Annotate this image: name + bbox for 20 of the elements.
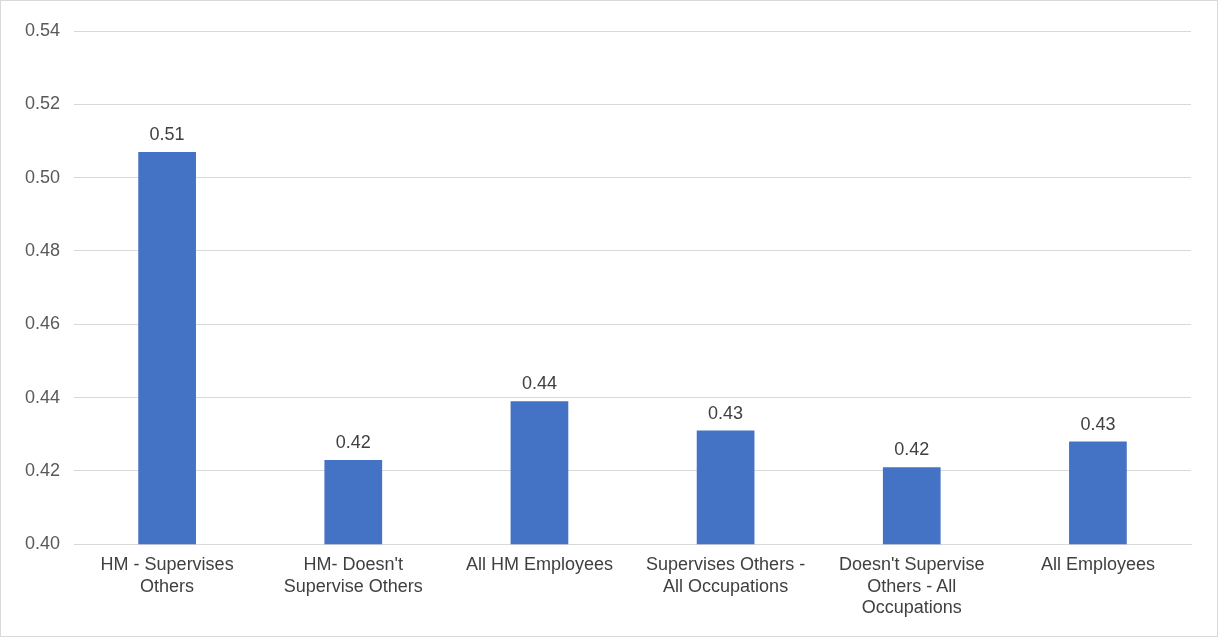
x-tick-label: HM- Doesn't Supervise Others: [283, 553, 423, 596]
y-tick-label: 0.48: [24, 239, 61, 260]
data-label: 0.51: [149, 123, 185, 144]
y-tick-label: 0.54: [24, 19, 61, 40]
data-label: 0.42: [894, 439, 930, 460]
y-tick-label: 0.42: [24, 459, 61, 480]
y-tick-label: 0.52: [24, 93, 61, 114]
x-tick-label: Supervises Others - All Occupations: [646, 553, 806, 596]
y-tick-label: 0.44: [24, 386, 61, 407]
data-label: 0.44: [521, 373, 557, 394]
y-tick-label: 0.40: [24, 533, 61, 554]
y-tick-label: 0.50: [24, 166, 61, 187]
data-label: 0.43: [1080, 413, 1116, 434]
x-tick-label: All Employees: [1040, 553, 1155, 574]
x-tick-label: Doesn't Supervise Others - All Occupations: [839, 553, 985, 618]
x-tick-label: All HM Employees: [465, 553, 613, 574]
y-tick-label: 0.46: [24, 313, 61, 334]
data-label: 0.42: [335, 431, 371, 452]
data-label: 0.43: [708, 402, 744, 423]
x-tick-label: HM - Supervises Others: [100, 553, 234, 596]
